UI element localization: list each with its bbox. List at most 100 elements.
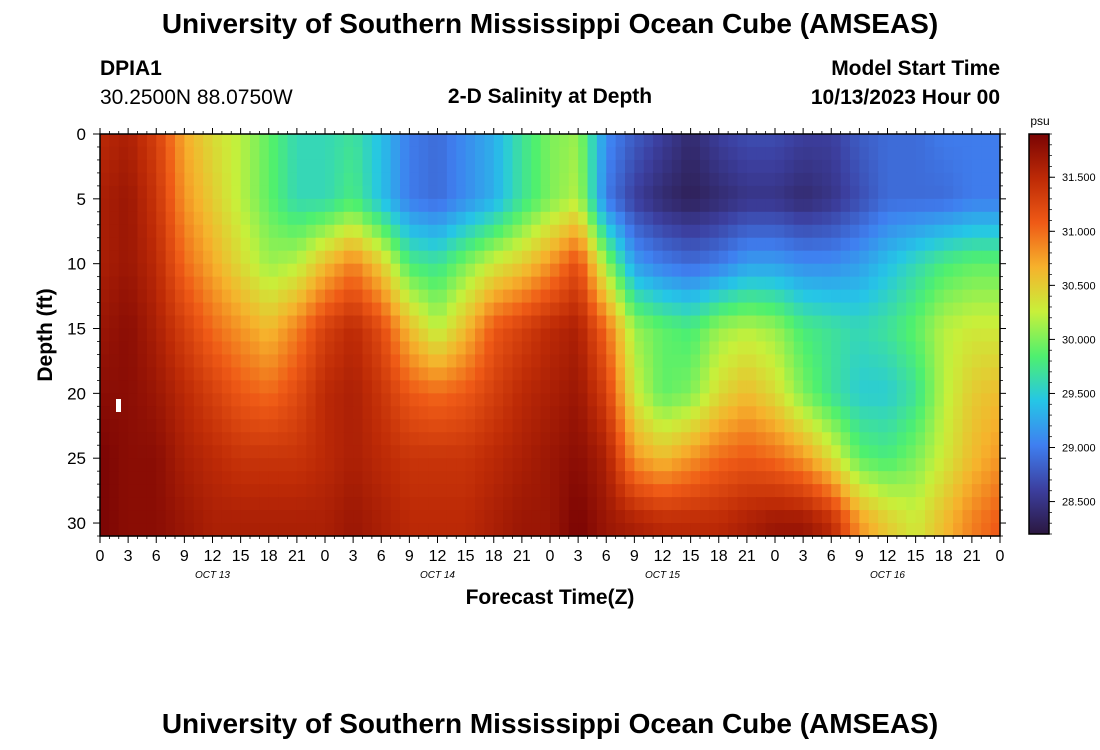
heatmap-cell <box>765 185 776 200</box>
heatmap-cell <box>709 380 720 394</box>
heatmap-cell <box>925 484 935 498</box>
heatmap-cell <box>887 237 898 252</box>
heatmap-cell <box>662 146 673 161</box>
x-tick-label: 3 <box>349 548 358 565</box>
heatmap-cell <box>278 367 289 381</box>
heatmap-cell <box>784 198 795 213</box>
heatmap-cell <box>953 237 964 252</box>
heatmap-cell <box>362 276 373 291</box>
heatmap-cell <box>259 198 270 213</box>
heatmap-cell <box>803 432 814 446</box>
heatmap-cell <box>840 289 851 304</box>
heatmap-cell <box>859 172 870 187</box>
heatmap-cell <box>503 134 514 148</box>
heatmap-cell <box>606 419 617 433</box>
heatmap-cell <box>493 198 504 213</box>
heatmap-cell <box>850 328 860 343</box>
heatmap-cell <box>231 523 242 537</box>
x-tick-label: 0 <box>546 548 555 565</box>
heatmap-cell <box>475 172 485 187</box>
heatmap-cell <box>456 302 467 317</box>
heatmap-cell <box>943 302 954 317</box>
heatmap-cell <box>746 185 757 200</box>
heatmap-cell <box>915 328 926 343</box>
heatmap-cell <box>362 237 373 252</box>
heatmap-cell <box>409 211 420 226</box>
heatmap-cell <box>503 419 514 433</box>
heatmap-cell <box>306 134 317 148</box>
heatmap-cell <box>953 172 964 187</box>
heatmap-cell <box>831 302 842 317</box>
heatmap-cell <box>315 367 326 381</box>
heatmap-cell <box>821 302 832 317</box>
heatmap-cell <box>981 523 992 537</box>
heatmap-cell <box>653 367 664 381</box>
heatmap-cell <box>184 276 195 291</box>
heatmap-cell <box>878 146 889 161</box>
heatmap-cell <box>334 341 345 356</box>
heatmap-cell <box>915 393 926 407</box>
heatmap-cell <box>193 134 204 148</box>
heatmap-cell <box>971 393 982 407</box>
heatmap-cell <box>981 250 992 265</box>
heatmap-cell <box>746 237 757 252</box>
heatmap-cell <box>784 224 795 239</box>
heatmap-cell <box>700 406 710 420</box>
heatmap-cell <box>690 328 701 343</box>
heatmap-cell <box>587 159 598 174</box>
heatmap-cell <box>915 250 926 265</box>
heatmap-cell <box>193 497 204 511</box>
heatmap-cell <box>296 484 307 498</box>
heatmap-cell <box>821 523 832 537</box>
heatmap-cell <box>971 432 982 446</box>
heatmap-cell <box>934 445 945 459</box>
heatmap-cell <box>803 159 814 174</box>
heatmap-cell <box>587 211 598 226</box>
heatmap-cell <box>971 237 982 252</box>
heatmap-cell <box>653 354 664 369</box>
heatmap-cell <box>381 302 392 317</box>
heatmap-cell <box>512 315 523 330</box>
heatmap-cell <box>971 523 982 537</box>
heatmap-cell <box>878 185 889 200</box>
heatmap-cell <box>728 263 739 278</box>
heatmap-cell <box>793 198 804 213</box>
heatmap-cell <box>362 354 373 369</box>
heatmap-cell <box>146 172 157 187</box>
heatmap-cell <box>334 484 345 498</box>
heatmap-cell <box>400 523 410 537</box>
heatmap-cell <box>690 185 701 200</box>
heatmap-cell <box>409 432 420 446</box>
heatmap-cell <box>756 523 767 537</box>
heatmap-cell <box>690 276 701 291</box>
heatmap-cell <box>765 471 776 485</box>
heatmap-cell <box>315 393 326 407</box>
heatmap-cell <box>578 406 589 420</box>
heatmap-cell <box>943 380 954 394</box>
heatmap-cell <box>475 302 485 317</box>
heatmap-cell <box>428 185 439 200</box>
heatmap-cell <box>409 250 420 265</box>
heatmap-cell <box>981 159 992 174</box>
heatmap-cell <box>193 250 204 265</box>
heatmap-cell <box>756 302 767 317</box>
heatmap-cell <box>353 393 364 407</box>
heatmap-cell <box>128 406 139 420</box>
heatmap-cell <box>484 328 495 343</box>
heatmap-cell <box>971 276 982 291</box>
heatmap-cell <box>128 458 139 472</box>
heatmap-cell <box>568 380 579 394</box>
heatmap-cell <box>831 497 842 511</box>
heatmap-cell <box>118 354 129 369</box>
heatmap-cell <box>100 406 110 420</box>
heatmap-cell <box>793 146 804 161</box>
heatmap-cell <box>268 367 279 381</box>
heatmap-cell <box>512 406 523 420</box>
heatmap-cell <box>306 159 317 174</box>
heatmap-cell <box>812 328 823 343</box>
heatmap-cell <box>203 276 214 291</box>
heatmap-cell <box>859 185 870 200</box>
heatmap-cell <box>278 159 289 174</box>
heatmap-cell <box>990 185 1001 200</box>
heatmap-cell <box>859 211 870 226</box>
